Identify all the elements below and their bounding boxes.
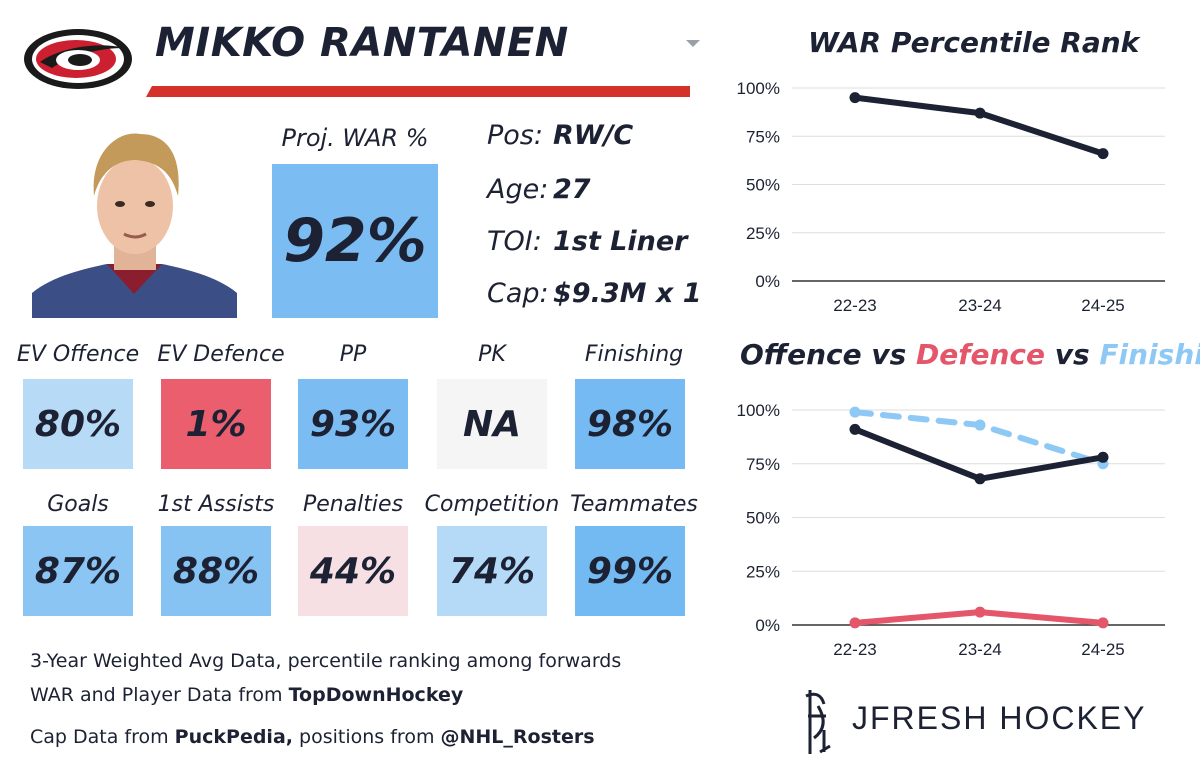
- chevron-down-icon[interactable]: [686, 40, 700, 47]
- name-underline: [146, 86, 690, 97]
- ovd-chart-x-tick: 22-23: [833, 640, 876, 659]
- chart-title-part-defence: Defence: [916, 338, 1045, 371]
- stat-box-ev-defence: 1%: [161, 379, 271, 469]
- footer-source-cap-name: PuckPedia,: [174, 726, 293, 748]
- stat-value-competition: 74%: [448, 550, 536, 592]
- ovd-chart-data-point: [1097, 451, 1109, 463]
- war-chart-y-tick: 25%: [746, 224, 780, 243]
- footer-source-cap-prefix: Cap Data from: [30, 726, 175, 748]
- stat-value-pp: 93%: [309, 403, 397, 445]
- stat-value-goals: 87%: [34, 550, 122, 592]
- stat-box-pp: 93%: [298, 379, 408, 469]
- ovd-chart-y-tick: 50%: [746, 509, 780, 528]
- info-label-pos: Pos:: [487, 120, 543, 151]
- ovd-chart-y-tick: 100%: [737, 401, 780, 420]
- chart-title-war: WAR Percentile Rank: [808, 26, 1140, 59]
- proj-war-box: 92%: [272, 164, 438, 318]
- player-headshot: [32, 133, 237, 318]
- war-chart-series-line: [852, 94, 1106, 157]
- info-value-cap: $9.3M x 1: [553, 278, 702, 309]
- ovd-chart-series-line: [852, 426, 1106, 482]
- proj-war-value: 92%: [283, 206, 427, 276]
- stat-box-finishing: 98%: [575, 379, 685, 469]
- footer-source-war-prefix: WAR and Player Data from: [30, 684, 289, 706]
- chart-title-ovd: Offence vs Defence vs Finishing: [740, 338, 1200, 371]
- war-chart-x-tick: 22-23: [833, 296, 876, 315]
- info-value-toi: 1st Liner: [553, 226, 688, 257]
- footer-source-war: WAR and Player Data from TopDownHockey: [30, 684, 463, 706]
- stat-box-1st-assists: 88%: [161, 526, 271, 616]
- stat-value-ev-defence: 1%: [185, 403, 247, 445]
- ovd-chart-data-point: [974, 419, 986, 431]
- info-label-cap: Cap:: [487, 278, 549, 309]
- war-chart-y-tick: 50%: [746, 176, 780, 195]
- info-label-toi: TOI:: [487, 226, 542, 257]
- stat-value-1st-assists: 88%: [172, 550, 260, 592]
- ovd-chart-x-tick: 24-25: [1081, 640, 1124, 659]
- stat-label-goals: Goals: [47, 492, 109, 517]
- stat-label-ev-defence: EV Defence: [157, 342, 285, 367]
- ovd-chart-y-tick: 75%: [746, 455, 780, 474]
- war-chart-data-point: [1097, 148, 1109, 160]
- ovd-chart-y-tick: 25%: [746, 562, 780, 581]
- info-value-pos: RW/C: [553, 120, 634, 151]
- war-chart-x-tick: 24-25: [1081, 296, 1124, 315]
- footer-note: 3-Year Weighted Avg Data, percentile ran…: [30, 650, 622, 672]
- stat-box-goals: 87%: [23, 526, 133, 616]
- stat-box-pk: NA: [437, 379, 547, 469]
- ovd-chart-data-point: [1097, 617, 1109, 629]
- chart-title-part-offence: Offence: [740, 338, 862, 371]
- offence-defence-finishing-chart: 0% 25% 50% 75% 100% 22-23 23-24 24-25: [737, 401, 1165, 659]
- footer-source-pos-name: @NHL_Rosters: [440, 726, 595, 748]
- player-name: MIKKO RANTANEN: [155, 20, 569, 66]
- stat-value-penalties: 44%: [309, 550, 397, 592]
- ovd-chart-y-tick: 0%: [755, 616, 780, 635]
- war-chart-y-tick: 0%: [755, 272, 780, 291]
- stat-box-penalties: 44%: [298, 526, 408, 616]
- ovd-chart-data-point: [849, 406, 861, 418]
- ovd-chart-data-point: [974, 606, 986, 618]
- war-percentile-chart: 0% 25% 50% 75% 100% 22-23 23-24 24-25: [737, 79, 1165, 315]
- stat-label-penalties: Penalties: [302, 492, 404, 517]
- footer-source-pos-prefix: positions from: [293, 726, 441, 748]
- stat-label-finishing: Finishing: [584, 342, 684, 367]
- war-chart-y-tick: 75%: [746, 127, 780, 146]
- stat-box-teammates: 99%: [575, 526, 685, 616]
- war-chart-data-point: [849, 92, 861, 104]
- war-chart-y-tick: 100%: [737, 79, 780, 98]
- stat-label-teammates: Teammates: [570, 492, 698, 517]
- stat-value-ev-offence: 80%: [34, 403, 122, 445]
- ovd-chart-data-point: [849, 617, 861, 629]
- brand-name: JFRESH HOCKEY: [852, 700, 1147, 736]
- footer-source-cap: Cap Data from PuckPedia, positions from …: [30, 726, 595, 748]
- info-label-age: Age:: [487, 174, 549, 205]
- team-logo-icon: [24, 29, 132, 89]
- stat-value-finishing: 98%: [586, 403, 674, 445]
- stat-label-1st-assists: 1st Assists: [157, 492, 275, 517]
- ovd-chart-data-point: [849, 423, 861, 435]
- war-chart-data-point: [974, 107, 986, 119]
- chart-title-part-finishing: Finishing: [1099, 338, 1200, 371]
- chart-title-part-vs2: vs: [1044, 338, 1100, 371]
- stat-label-competition: Competition: [424, 492, 560, 517]
- proj-war-label: Proj. WAR %: [281, 124, 429, 152]
- jfresh-hockey-logo-icon: [805, 690, 831, 754]
- stat-label-pk: PK: [478, 342, 506, 367]
- info-value-age: 27: [553, 174, 591, 205]
- chart-title-part-vs1: vs: [861, 338, 917, 371]
- stat-box-ev-offence: 80%: [23, 379, 133, 469]
- stat-label-ev-offence: EV Offence: [16, 342, 140, 367]
- stat-value-teammates: 99%: [586, 550, 674, 592]
- stat-label-pp: PP: [339, 342, 367, 367]
- ovd-chart-x-tick: 23-24: [958, 640, 1001, 659]
- ovd-chart-data-point: [974, 473, 986, 485]
- stat-box-competition: 74%: [437, 526, 547, 616]
- footer-source-war-name: TopDownHockey: [288, 684, 464, 706]
- war-chart-x-tick: 23-24: [958, 296, 1001, 315]
- stat-value-pk: NA: [463, 403, 521, 445]
